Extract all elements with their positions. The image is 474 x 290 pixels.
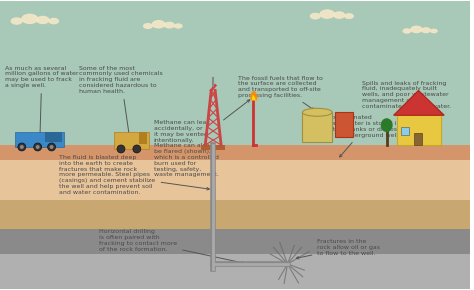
Ellipse shape xyxy=(48,18,59,24)
Ellipse shape xyxy=(152,20,166,28)
Polygon shape xyxy=(0,160,470,200)
Ellipse shape xyxy=(402,28,411,34)
Polygon shape xyxy=(252,95,256,100)
Polygon shape xyxy=(0,145,470,160)
Ellipse shape xyxy=(164,22,175,28)
Ellipse shape xyxy=(421,27,431,33)
Ellipse shape xyxy=(333,11,346,19)
Circle shape xyxy=(47,143,55,151)
Text: Contaminated
wastewater is stored in
pits or tanks or disposed
of in underground: Contaminated wastewater is stored in pit… xyxy=(327,115,405,157)
Circle shape xyxy=(20,145,24,149)
Ellipse shape xyxy=(10,17,23,25)
Polygon shape xyxy=(0,229,470,289)
Circle shape xyxy=(18,143,26,151)
Polygon shape xyxy=(0,1,470,145)
Polygon shape xyxy=(0,200,470,229)
Bar xyxy=(201,145,225,150)
Bar xyxy=(15,132,64,147)
Bar xyxy=(414,133,422,145)
Ellipse shape xyxy=(174,23,182,29)
Ellipse shape xyxy=(310,13,321,19)
Polygon shape xyxy=(393,90,444,115)
Ellipse shape xyxy=(21,14,38,24)
Text: Fractures in the
rock allow oil or gas
to flow to the well.: Fractures in the rock allow oil or gas t… xyxy=(296,239,380,259)
Ellipse shape xyxy=(430,29,438,33)
Bar xyxy=(114,132,149,149)
Bar xyxy=(397,115,441,145)
Bar xyxy=(139,132,147,144)
Ellipse shape xyxy=(302,108,332,116)
Circle shape xyxy=(133,145,141,153)
Text: The fluid is blasted deep
into the earth to create
fractures that make rock
more: The fluid is blasted deep into the earth… xyxy=(60,155,210,195)
Ellipse shape xyxy=(344,13,354,19)
Text: Some of the most
commonly used chemicals
in fracking fluid are
considered hazard: Some of the most commonly used chemicals… xyxy=(79,66,163,143)
Text: Methane can leak
accidentally, or
it may be vented
intentionally.
Methane can al: Methane can leak accidentally, or it may… xyxy=(154,100,250,177)
Circle shape xyxy=(36,145,40,149)
Bar xyxy=(45,132,63,142)
Ellipse shape xyxy=(319,9,335,19)
Ellipse shape xyxy=(381,118,392,132)
Bar xyxy=(401,127,409,135)
Bar xyxy=(302,112,332,142)
Text: Horizontal drilling
is often paired with
fracking to contact more
of the rock fo: Horizontal drilling is often paired with… xyxy=(99,229,244,264)
Bar xyxy=(335,112,353,137)
Ellipse shape xyxy=(143,23,153,29)
Text: As much as several
million gallons of water
may be used to frack
a single well.: As much as several million gallons of wa… xyxy=(5,66,79,143)
Polygon shape xyxy=(0,254,470,289)
Text: The fossil fuels that flow to
the surface are collected
and transported to off-s: The fossil fuels that flow to the surfac… xyxy=(238,76,323,110)
Circle shape xyxy=(34,143,42,151)
Ellipse shape xyxy=(410,26,423,33)
Polygon shape xyxy=(250,90,258,100)
Circle shape xyxy=(117,145,125,153)
Ellipse shape xyxy=(36,16,50,24)
Circle shape xyxy=(50,145,54,149)
Text: Spills and leaks of fracking
fluid, inadequately built
wells, and poor wastewate: Spills and leaks of fracking fluid, inad… xyxy=(362,81,451,141)
